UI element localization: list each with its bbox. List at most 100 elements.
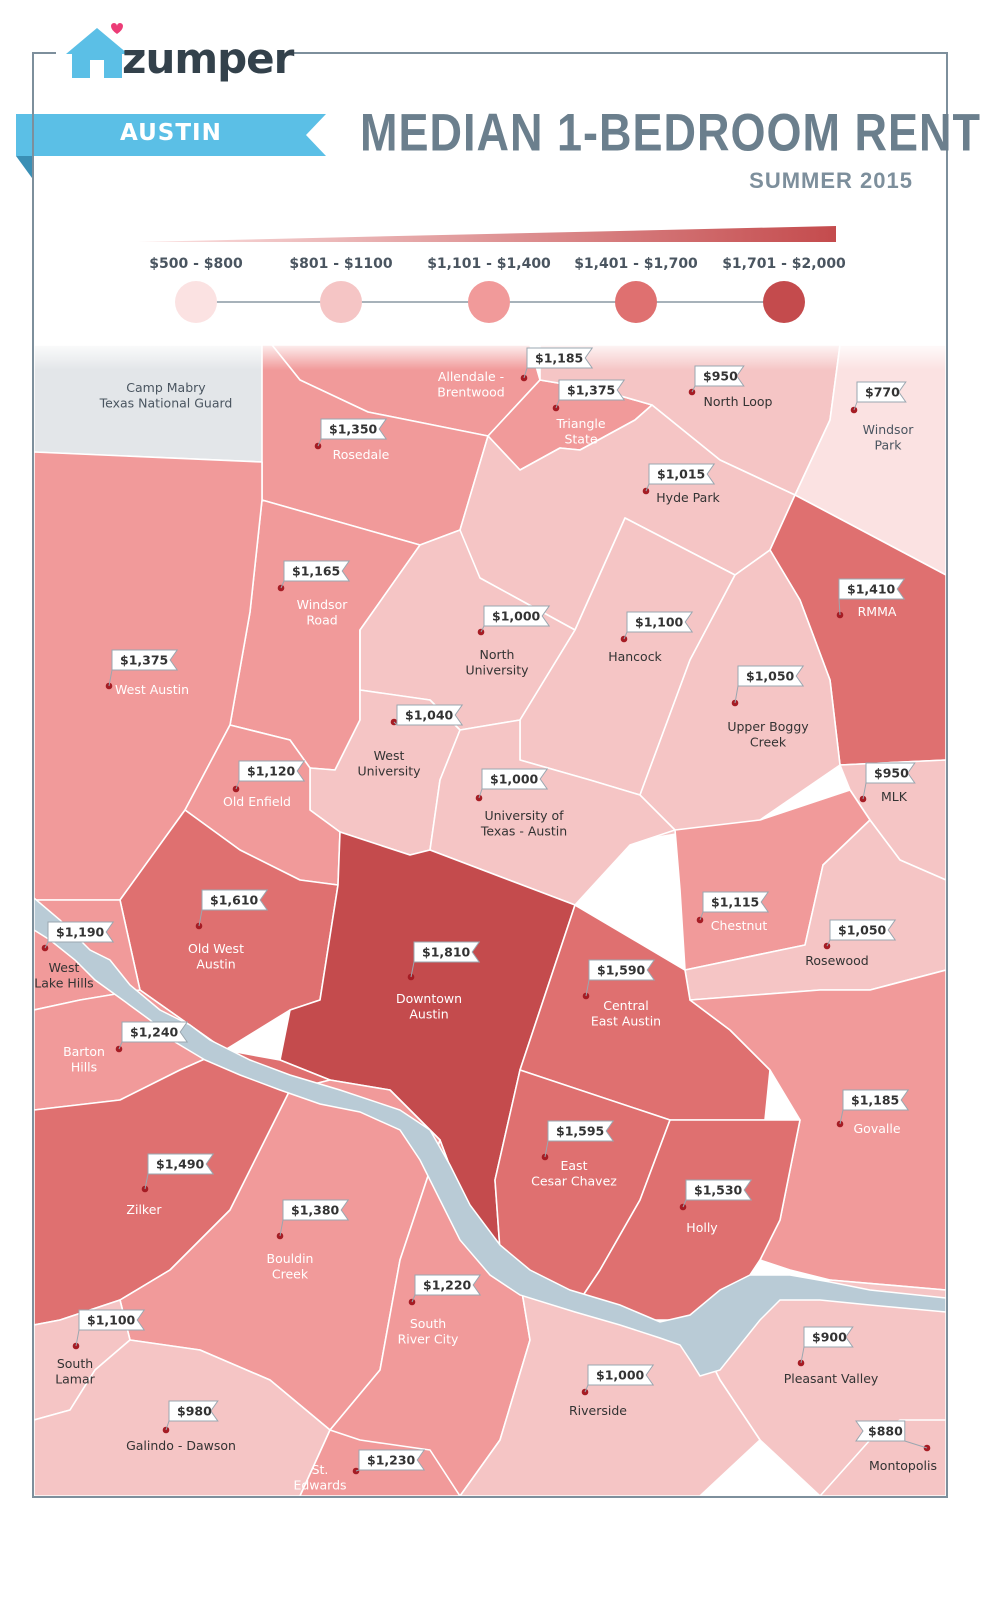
neighborhood-19: West Lake Hills $1,190 bbox=[34, 921, 115, 991]
price-label: $1,100 bbox=[87, 1313, 136, 1328]
heart-icon bbox=[111, 23, 123, 34]
price-label: $1,040 bbox=[405, 708, 454, 723]
neighborhood-27: Holly $1,530 bbox=[679, 1179, 753, 1235]
legend-gradient-wedge bbox=[138, 226, 836, 242]
price-tag bbox=[47, 921, 115, 943]
price-tag bbox=[856, 381, 907, 403]
price-tag bbox=[396, 704, 464, 726]
neighborhood-15: MLK $950 bbox=[859, 762, 916, 804]
neighborhood-6: Hyde Park $1,015 bbox=[642, 463, 720, 505]
neighborhood-7: Windsor Road $1,165 bbox=[277, 560, 351, 628]
price-label: $1,000 bbox=[492, 609, 541, 624]
price-tag bbox=[358, 1449, 426, 1471]
price-tag bbox=[803, 1326, 854, 1348]
price-label: $1,530 bbox=[694, 1183, 743, 1198]
neighborhood-3: North Loop $950 bbox=[688, 365, 773, 409]
price-label: $950 bbox=[874, 766, 909, 781]
neighborhood-name: Galindo - Dawson bbox=[126, 1438, 236, 1453]
neighborhood-name: Windsor Road bbox=[297, 597, 349, 628]
neighborhood-name: Montopolis bbox=[869, 1458, 937, 1473]
neighborhood-name: University of Texas - Austin bbox=[480, 808, 567, 839]
price-tag bbox=[483, 605, 551, 627]
neighborhood-4: Windsor Park $770 bbox=[850, 381, 914, 453]
neighborhood-10: Hancock $1,100 bbox=[608, 611, 694, 664]
neighborhood-13: West University $1,040 bbox=[357, 704, 464, 779]
neighborhood-33: Galindo - Dawson $980 bbox=[126, 1400, 236, 1453]
neighborhood-22: Central East Austin $1,590 bbox=[582, 959, 661, 1029]
price-label: $1,590 bbox=[597, 963, 646, 978]
neighborhood-name: Holly bbox=[686, 1220, 718, 1235]
price-label: $1,185 bbox=[535, 351, 583, 366]
price-tag bbox=[842, 1089, 910, 1111]
neighborhood-2: Triangle State $1,375 bbox=[552, 379, 626, 447]
price-tag bbox=[694, 365, 745, 387]
neighborhood-name: MLK bbox=[881, 789, 908, 804]
neighborhood-name: Barton Hills bbox=[63, 1044, 105, 1075]
price-label: $1,165 bbox=[292, 564, 340, 579]
price-label: $1,595 bbox=[556, 1124, 604, 1139]
neighborhood-23: Barton Hills $1,240 bbox=[63, 1021, 189, 1075]
neighborhood-16: University of Texas - Austin $1,000 bbox=[475, 768, 567, 839]
price-label: $1,115 bbox=[711, 895, 759, 910]
region-24 bbox=[689, 969, 946, 1291]
price-label: $1,050 bbox=[838, 923, 887, 938]
neighborhood-21: Rosewood $1,050 bbox=[805, 919, 897, 968]
neighborhood-14: Old Enfield $1,120 bbox=[223, 760, 306, 809]
price-label: $1,380 bbox=[291, 1203, 340, 1218]
price-label: $1,220 bbox=[423, 1278, 472, 1293]
legend-graphics bbox=[138, 226, 836, 323]
neighborhood-name: North University bbox=[465, 647, 529, 678]
price-tag bbox=[481, 768, 549, 790]
price-tag bbox=[320, 418, 388, 440]
neighborhood-name: West Austin bbox=[115, 682, 189, 697]
price-tag bbox=[626, 611, 694, 633]
price-label: $1,410 bbox=[847, 582, 896, 597]
price-tag bbox=[282, 1199, 350, 1221]
price-tag bbox=[414, 1274, 482, 1296]
neighborhood-name: Allendale -Brentwood bbox=[437, 369, 504, 400]
neighborhood-name: West Lake Hills bbox=[34, 960, 93, 991]
neighborhood-name: Riverside bbox=[569, 1403, 627, 1418]
neighborhood-name: Upper Boggy Creek bbox=[727, 719, 809, 750]
price-label: $770 bbox=[865, 385, 900, 400]
price-label: $1,810 bbox=[422, 945, 471, 960]
neighborhood-name: Hancock bbox=[608, 649, 662, 664]
price-tag bbox=[413, 941, 481, 963]
price-tag bbox=[737, 665, 805, 687]
neighborhood-1: Allendale -Brentwood $1,185 bbox=[437, 347, 594, 400]
legend-swatch-4 bbox=[615, 281, 657, 323]
price-tag bbox=[201, 889, 269, 911]
legend-swatch-5 bbox=[763, 281, 805, 323]
legend-label-4: $1,401 - $1,700 bbox=[574, 256, 698, 272]
price-tag bbox=[547, 1120, 615, 1142]
house-icon bbox=[66, 23, 128, 78]
price-tag bbox=[648, 463, 716, 485]
legend-label-2: $801 - $1100 bbox=[289, 256, 393, 272]
neighborhood-name: South River City bbox=[398, 1316, 459, 1347]
price-label: $1,000 bbox=[596, 1368, 645, 1383]
price-tag bbox=[526, 347, 594, 369]
city-banner bbox=[16, 114, 326, 178]
price-tag bbox=[855, 1420, 906, 1442]
neighborhood-name: Bouldin Creek bbox=[267, 1251, 314, 1282]
neighborhood-name: Zilker bbox=[126, 1202, 162, 1217]
legend-swatch-3 bbox=[468, 281, 510, 323]
price-label: $1,375 bbox=[567, 383, 615, 398]
neighborhood-name: Central East Austin bbox=[591, 998, 661, 1029]
neighborhood-20: Downtown Austin $1,810 bbox=[396, 941, 481, 1022]
neighborhood-name: Camp Mabry Texas National Guard bbox=[99, 380, 233, 411]
legend-swatch-2 bbox=[320, 281, 362, 323]
neighborhood-name: Pleasant Valley bbox=[784, 1371, 879, 1386]
price-tag bbox=[78, 1309, 146, 1331]
price-label: $1,375 bbox=[120, 653, 168, 668]
neighborhood-name: Triangle State bbox=[555, 416, 605, 447]
price-label: $1,490 bbox=[156, 1157, 205, 1172]
price-label: $1,000 bbox=[490, 772, 539, 787]
price-label: $1,100 bbox=[635, 615, 684, 630]
legend-label-3: $1,101 - $1,400 bbox=[427, 256, 551, 272]
price-label: $1,015 bbox=[657, 467, 705, 482]
neighborhood-30: South Lamar $1,100 bbox=[55, 1309, 146, 1387]
neighborhood-name: Govalle bbox=[853, 1121, 900, 1136]
neighborhood-name: St. Edwards bbox=[293, 1462, 346, 1493]
price-label: $950 bbox=[703, 369, 738, 384]
